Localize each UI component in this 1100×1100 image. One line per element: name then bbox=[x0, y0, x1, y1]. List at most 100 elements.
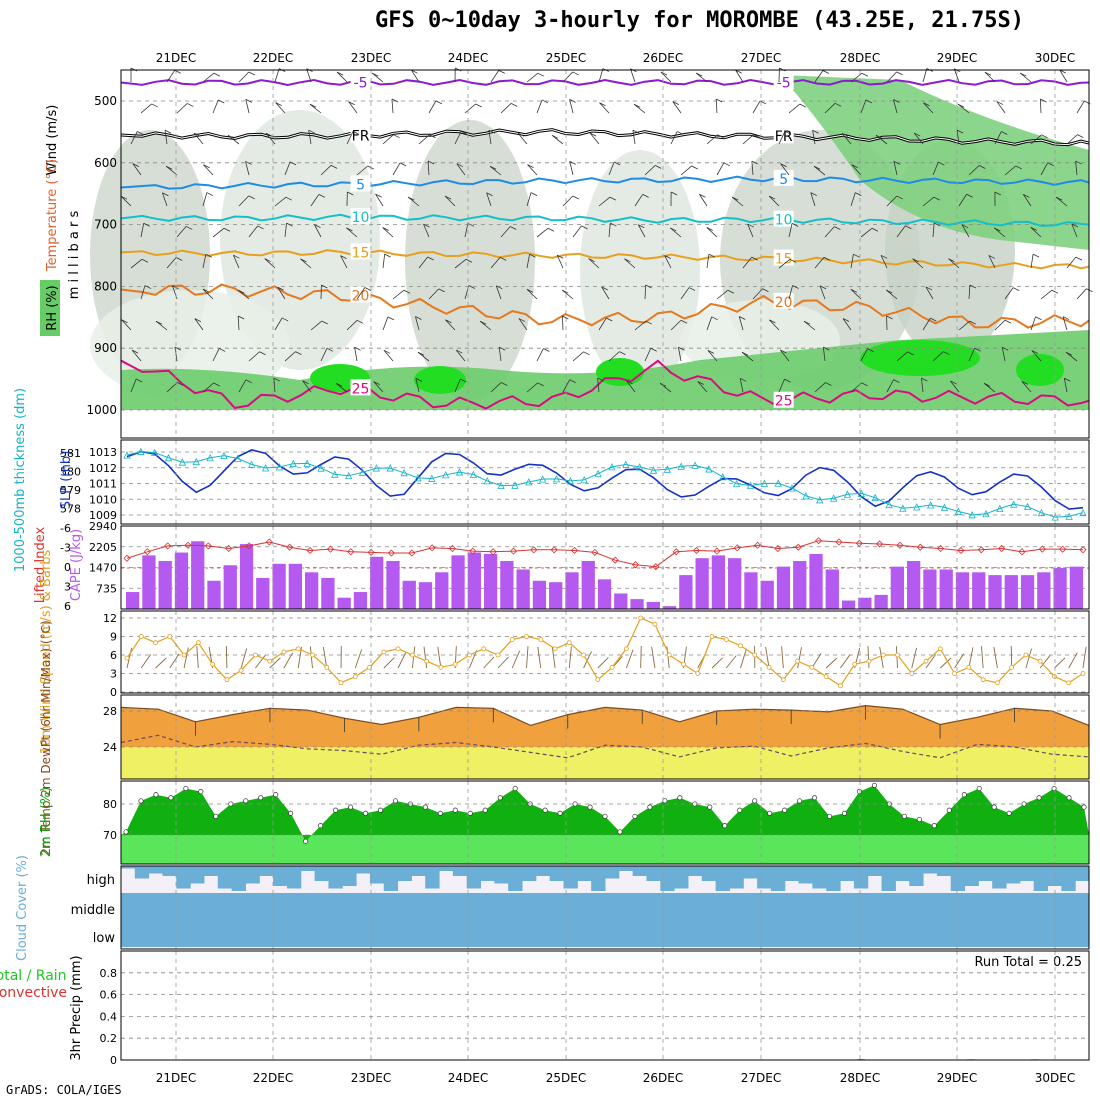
wind-barb bbox=[950, 380, 960, 393]
wind-barb bbox=[130, 258, 143, 269]
dew-band bbox=[121, 747, 1089, 779]
contour-label: 10 bbox=[775, 213, 793, 229]
cloud-high-bar bbox=[411, 866, 426, 876]
wind-barb bbox=[850, 72, 863, 83]
wind-barb bbox=[697, 381, 708, 393]
wind-barb-flag bbox=[930, 317, 937, 322]
contour-label-bg bbox=[773, 169, 794, 186]
rh-marker bbox=[452, 807, 458, 813]
wind10-barb bbox=[765, 646, 770, 669]
wind-barb-flag bbox=[445, 319, 452, 324]
wind-barb bbox=[819, 285, 826, 300]
wind-tick: 3 bbox=[110, 668, 117, 681]
contour-label-bg bbox=[350, 126, 371, 143]
wind-barb bbox=[598, 196, 611, 207]
wind-barb-flag bbox=[969, 320, 976, 325]
wind10-barb bbox=[583, 651, 592, 669]
wind-barb bbox=[203, 164, 214, 176]
wind10-marker bbox=[624, 646, 629, 652]
contour-label: FR bbox=[775, 129, 793, 145]
wind-barb-flag bbox=[164, 129, 172, 134]
li-marker bbox=[794, 543, 802, 551]
wind-barb-flag bbox=[624, 258, 631, 263]
wind-barb bbox=[778, 258, 791, 269]
wind-barb-flag bbox=[295, 351, 302, 356]
wind-barb bbox=[608, 351, 620, 362]
wind-barb bbox=[664, 255, 672, 269]
wind-barb-flag bbox=[645, 320, 652, 325]
wind-barb bbox=[562, 71, 574, 83]
contour-5 bbox=[120, 175, 1090, 190]
wind-barb bbox=[626, 380, 636, 393]
wind-barb-flag bbox=[803, 320, 811, 325]
wind-barb bbox=[1063, 378, 1068, 393]
wind-barb bbox=[237, 289, 250, 300]
wind-barb bbox=[373, 381, 384, 393]
wind-barb bbox=[672, 101, 682, 114]
wind-barb bbox=[238, 195, 249, 207]
wind-barb-flag bbox=[330, 164, 338, 169]
wind10-marker bbox=[795, 658, 801, 664]
wind-barb-flag bbox=[348, 101, 355, 106]
thickness-marker bbox=[719, 472, 727, 481]
wind10-marker bbox=[952, 671, 957, 676]
wind10-marker bbox=[994, 680, 1000, 686]
wind10-marker bbox=[195, 640, 201, 646]
cloud-high-bar bbox=[549, 866, 565, 881]
rh-blob-core bbox=[596, 358, 644, 386]
rh-marker bbox=[362, 810, 369, 816]
cloud-high-bar bbox=[605, 866, 620, 879]
wind10-marker bbox=[723, 637, 729, 642]
wind-barb-flag bbox=[496, 285, 503, 290]
wind-barb-flag bbox=[456, 349, 463, 354]
panel-frame bbox=[120, 439, 1090, 525]
wind-barb-flag bbox=[1004, 319, 1012, 324]
wind-barb-flag bbox=[172, 285, 179, 290]
date-label-bottom: 26DEC bbox=[643, 1071, 683, 1085]
cloud-high-bar bbox=[121, 866, 136, 869]
wind-barb-flag bbox=[912, 258, 919, 263]
wind-barb bbox=[526, 382, 538, 393]
li-marker bbox=[652, 563, 660, 571]
wind-barb bbox=[284, 351, 296, 362]
wind-barb-flag bbox=[966, 193, 973, 198]
wind-barb-flag bbox=[896, 71, 903, 76]
wind-barb bbox=[731, 196, 744, 207]
cloud-high-bar bbox=[715, 866, 730, 891]
wind-barb-flag bbox=[923, 102, 930, 107]
wind-barb-flag bbox=[780, 349, 787, 354]
wind-barb bbox=[264, 258, 276, 269]
wind-barb bbox=[925, 286, 934, 300]
wind-tick: 9 bbox=[110, 631, 117, 644]
wind-barb-flag bbox=[780, 163, 787, 168]
wind-barb bbox=[751, 161, 754, 176]
wind-barb bbox=[608, 223, 611, 238]
wind-barb bbox=[245, 161, 250, 176]
wind-barb-flag bbox=[429, 134, 436, 139]
cloud-high-bar bbox=[798, 866, 813, 884]
wind-barb-flag bbox=[238, 289, 245, 294]
wind-barb-flag bbox=[393, 134, 400, 139]
wind-barb bbox=[166, 70, 176, 83]
wind-barb-flag bbox=[1015, 165, 1022, 170]
wind-barb bbox=[958, 194, 967, 207]
rh-marker bbox=[931, 823, 937, 829]
wind10-marker bbox=[923, 658, 929, 664]
wind-barb-flag bbox=[957, 103, 965, 108]
wind-barb bbox=[932, 161, 939, 176]
cape-tick: 2205 bbox=[89, 541, 117, 554]
wind-barb-flag bbox=[983, 382, 991, 387]
rh-marker bbox=[482, 807, 488, 813]
rh-blob-core bbox=[414, 366, 466, 394]
wind-barb-flag bbox=[354, 346, 361, 351]
wind-barb-flag bbox=[144, 285, 152, 289]
wind10-barb bbox=[597, 657, 609, 669]
rh-blob bbox=[580, 150, 700, 390]
wind-barb-flag bbox=[1023, 193, 1030, 198]
wind10-barb bbox=[155, 657, 167, 669]
wind-barb-flag bbox=[248, 71, 255, 76]
date-label-top: 29DEC bbox=[937, 51, 977, 65]
wind10-barb bbox=[497, 656, 509, 669]
contour-label: 5 bbox=[356, 177, 365, 193]
wind-barb-flag bbox=[583, 351, 590, 356]
